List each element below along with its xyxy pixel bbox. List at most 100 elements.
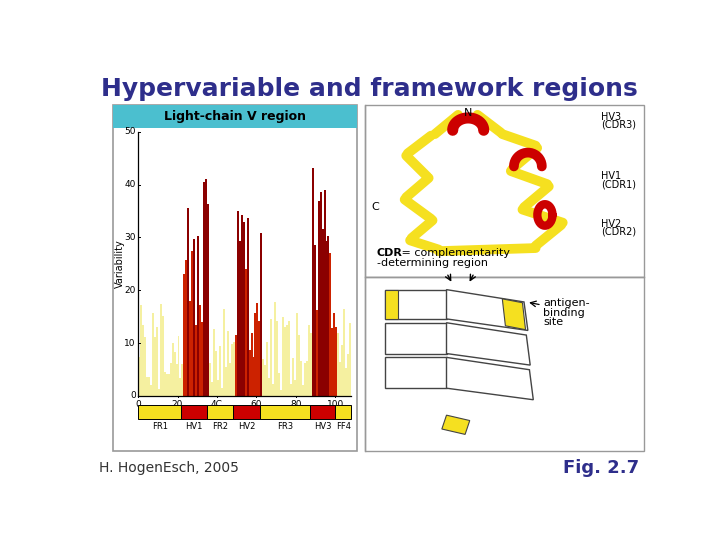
Text: antigen-: antigen- — [544, 299, 590, 308]
Text: 40: 40 — [125, 180, 136, 189]
Bar — [233, 341, 235, 396]
Bar — [336, 405, 351, 419]
Bar — [168, 374, 170, 396]
Bar — [330, 253, 331, 396]
Text: 4C: 4C — [211, 400, 223, 409]
Bar — [156, 327, 158, 396]
Bar — [215, 351, 217, 396]
Bar — [162, 316, 163, 396]
Bar — [261, 405, 310, 419]
Bar — [323, 190, 325, 396]
Bar — [209, 363, 211, 396]
Polygon shape — [442, 415, 469, 434]
Text: 20: 20 — [125, 286, 136, 295]
Bar — [341, 345, 343, 396]
Bar — [264, 366, 266, 396]
Bar — [306, 361, 307, 396]
Bar — [239, 241, 240, 396]
Text: Light-chain V region: Light-chain V region — [164, 110, 306, 123]
Text: H. HogenEsch, 2005: H. HogenEsch, 2005 — [99, 461, 239, 475]
Bar — [339, 362, 341, 396]
Bar — [365, 276, 644, 451]
Bar — [138, 357, 140, 396]
Bar — [347, 354, 349, 396]
Text: Hypervariable and framework regions: Hypervariable and framework regions — [101, 77, 637, 102]
Bar — [300, 361, 302, 396]
Bar — [229, 363, 231, 396]
Bar — [207, 405, 233, 419]
Bar — [148, 376, 150, 396]
Bar — [211, 382, 213, 396]
Bar — [258, 321, 261, 396]
Bar — [152, 313, 154, 396]
Bar — [298, 335, 300, 396]
Bar — [276, 321, 278, 396]
Polygon shape — [384, 289, 446, 319]
Bar — [140, 305, 142, 396]
Bar — [146, 376, 148, 396]
Bar — [284, 327, 286, 396]
Bar — [288, 321, 290, 396]
Text: Variability: Variability — [114, 239, 125, 288]
Bar — [192, 251, 193, 396]
Bar — [195, 325, 197, 396]
Text: FF4: FF4 — [336, 422, 351, 431]
Bar — [197, 236, 199, 396]
Bar — [186, 260, 187, 396]
Bar — [245, 269, 246, 396]
Bar — [253, 357, 254, 396]
Text: Residue: Residue — [309, 408, 347, 418]
Polygon shape — [446, 289, 528, 330]
Bar — [320, 192, 322, 396]
Bar — [343, 309, 346, 396]
Bar — [272, 384, 274, 396]
Bar — [138, 405, 181, 419]
Polygon shape — [384, 357, 446, 388]
Bar — [231, 344, 233, 396]
Bar — [240, 215, 243, 396]
Bar — [310, 405, 336, 419]
Bar — [312, 168, 314, 396]
Text: 80: 80 — [290, 400, 302, 409]
Bar — [142, 325, 144, 396]
Bar — [203, 182, 205, 396]
Bar — [154, 336, 156, 396]
Bar — [201, 322, 203, 396]
Text: HV3: HV3 — [601, 112, 621, 122]
Bar — [174, 352, 176, 396]
Bar — [280, 390, 282, 396]
Bar — [248, 350, 251, 396]
Bar — [170, 363, 171, 396]
Bar — [269, 378, 270, 396]
Text: site: site — [544, 317, 564, 327]
Bar — [223, 309, 225, 396]
Bar — [227, 331, 229, 396]
Bar — [315, 310, 318, 396]
Polygon shape — [446, 357, 534, 400]
Bar — [171, 343, 174, 396]
Polygon shape — [384, 323, 446, 354]
Bar — [346, 368, 347, 396]
Bar — [261, 233, 262, 396]
Bar — [160, 303, 162, 396]
Text: HV2: HV2 — [601, 219, 622, 229]
Bar — [235, 335, 237, 396]
Text: 0: 0 — [130, 392, 136, 400]
Bar — [221, 388, 223, 396]
Text: HV1: HV1 — [186, 422, 203, 431]
Polygon shape — [446, 323, 530, 365]
Bar — [322, 229, 323, 396]
Bar — [286, 325, 288, 396]
Text: 10: 10 — [125, 339, 136, 348]
Bar — [217, 380, 219, 396]
Bar — [325, 241, 328, 396]
Text: binding: binding — [544, 308, 585, 318]
Bar — [333, 313, 336, 396]
Bar — [207, 205, 209, 396]
Bar — [314, 245, 315, 396]
Text: 60: 60 — [251, 400, 262, 409]
Text: 0: 0 — [135, 400, 141, 409]
Text: FR2: FR2 — [212, 422, 228, 431]
Bar — [278, 373, 280, 396]
Bar — [193, 239, 195, 396]
